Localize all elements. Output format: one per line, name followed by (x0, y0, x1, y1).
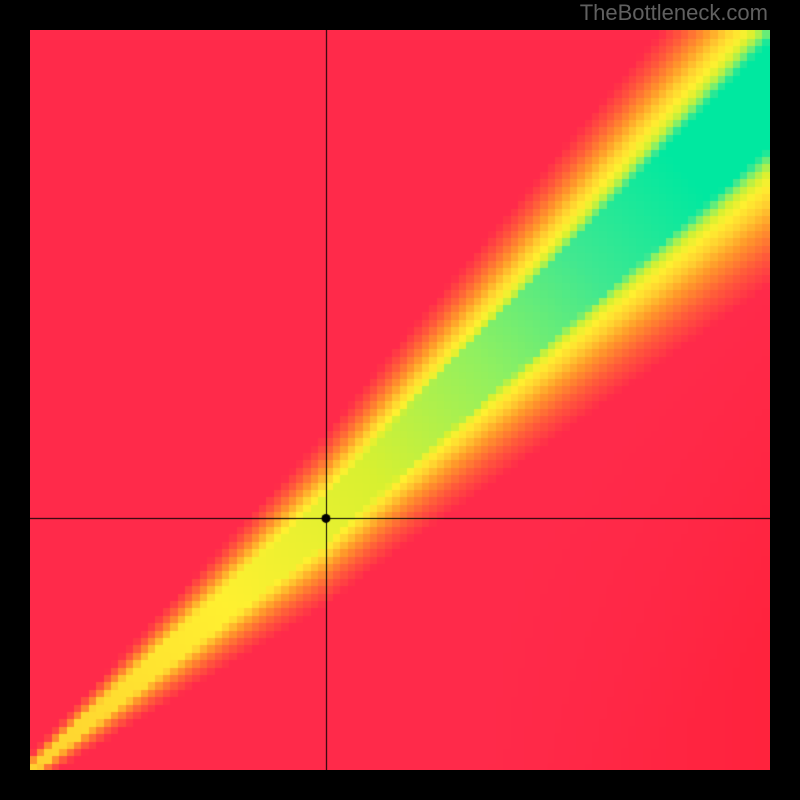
watermark-text: TheBottleneck.com (580, 0, 768, 26)
heatmap-canvas (30, 30, 770, 770)
heatmap-plot-area (30, 30, 770, 770)
figure-container: TheBottleneck.com (0, 0, 800, 800)
